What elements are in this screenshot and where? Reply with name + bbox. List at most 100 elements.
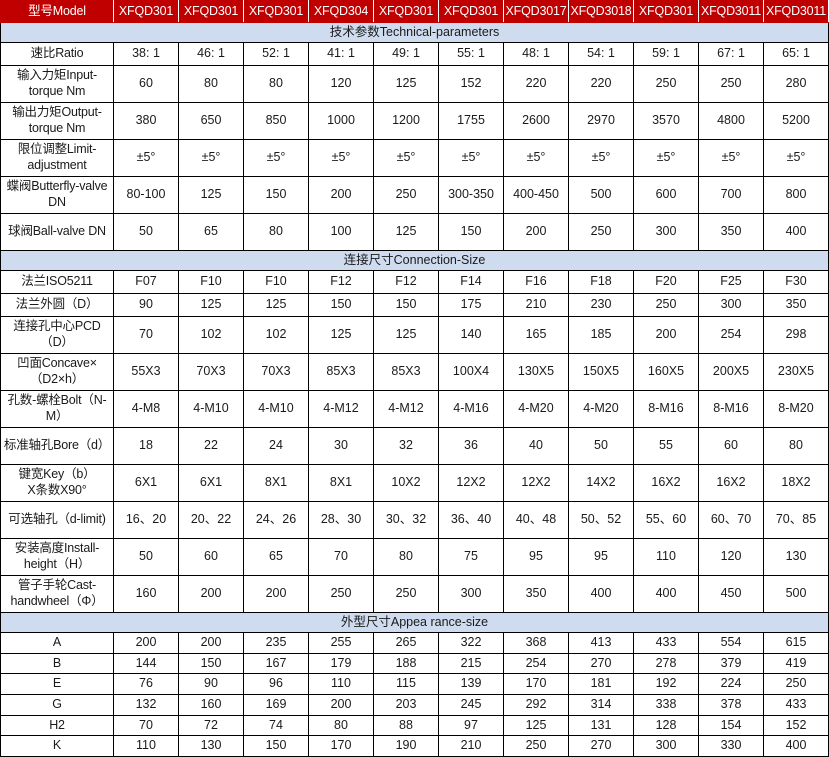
data-cell: 250 [373,176,439,214]
data-cell: 110 [633,538,699,576]
data-cell: 125 [373,65,439,103]
data-cell: 235 [243,632,309,654]
data-cell: 433 [633,632,699,654]
data-cell: 18X2 [763,464,829,502]
data-cell: 224 [698,673,764,695]
data-cell: 400 [763,735,829,757]
data-cell: 90 [113,293,179,317]
model-header-cell: XFQD301 [438,0,504,23]
data-cell: 4-M12 [373,390,439,428]
data-cell: 55: 1 [438,42,504,66]
data-cell: 554 [698,632,764,654]
data-cell: 4-M10 [243,390,309,428]
data-cell: 144 [113,652,179,675]
data-cell: 300 [698,293,764,317]
data-cell: 322 [438,632,504,654]
data-cell: 8-M20 [763,390,829,428]
data-cell: 132 [113,693,179,716]
data-cell: 125 [178,293,244,317]
row-label-cell: 孔数-螺栓Bolt（N-M） [0,390,114,428]
data-cell: F18 [568,270,634,294]
section-banner-label: 连接尺寸Connection-Size [0,250,829,271]
data-cell: 160 [178,693,244,716]
data-cell: 80 [308,714,374,737]
data-cell: 50 [568,427,634,465]
data-cell: 200 [113,632,179,654]
row-label-cell: 限位调整Limit-adjustment [0,139,114,177]
data-cell: 28、30 [308,501,374,539]
data-cell: 250 [308,575,374,613]
row-label-cell: 蝶阀Butterfly-valve DN [0,176,114,214]
table-row: 球阀Ball-valve DN 50 65 80 100 125 150 200 250 300 3… [0,213,829,251]
table-row: 安装高度Install-height（H） 50 60 65 70 80 75 95 95 110… [0,538,829,576]
model-header-cell: XFQD301 [243,0,309,23]
data-cell: 60 [113,65,179,103]
data-cell: 67: 1 [698,42,764,66]
data-cell: 200 [503,213,569,251]
data-cell: 130 [178,735,244,757]
data-cell: 1755 [438,102,504,140]
data-cell: 350 [763,293,829,317]
table-row: 法兰ISO5211 F07 F10 F10 F12 F12 F14 F16 F18 F20 F25 F… [0,270,829,294]
data-cell: 380 [113,102,179,140]
data-cell: 49: 1 [373,42,439,66]
data-cell: 16X2 [698,464,764,502]
data-cell: 600 [633,176,699,214]
data-cell: 350 [698,213,764,251]
table-row: 蝶阀Butterfly-valve DN 80-100 125 150 200 250 30… [0,176,829,214]
data-cell: F12 [373,270,439,294]
data-cell: 419 [763,652,829,675]
data-cell: 125 [373,316,439,354]
data-cell: 115 [373,673,439,695]
data-cell: 85X3 [308,353,374,391]
table-row: 凹面Concave×（D2×h） 55X3 70X3 70X3 85X3 85X3 100X… [0,353,829,391]
data-cell: 95 [568,538,634,576]
table-row: 速比Ratio 38: 1 46: 1 52: 1 41: 1 49: 1 55: 1 48:… [0,42,829,66]
data-cell: 190 [373,735,439,757]
data-cell: 4800 [698,102,764,140]
data-cell: 500 [568,176,634,214]
model-header-cell: XFQD301 [633,0,699,23]
data-cell: 65: 1 [763,42,829,66]
data-cell: 250 [698,65,764,103]
data-cell: 65 [243,538,309,576]
section-banner-row: 外型尺寸Appea rance-size [0,612,829,633]
data-cell: 120 [698,538,764,576]
data-cell: 265 [373,632,439,654]
data-cell: 60 [698,427,764,465]
data-cell: 850 [243,102,309,140]
section-banner-label: 技术参数Technical-parameters [0,22,829,43]
data-cell: 102 [243,316,309,354]
data-cell: 41: 1 [308,42,374,66]
data-cell: 32 [373,427,439,465]
row-label-cell: E [0,673,114,695]
data-cell: 65 [178,213,244,251]
data-cell: 400 [633,575,699,613]
data-cell: 75 [438,538,504,576]
table-row: 管子手轮Cast-handwheel（Φ） 160 200 200 250 250 300 3… [0,575,829,613]
data-cell: 450 [698,575,764,613]
table-row: G 132 160 169 200 203 245 292 314 338 378 433 [0,693,829,716]
data-cell: 160 [113,575,179,613]
model-header-label: 型号Model [0,0,114,23]
row-label-cell: 输出力矩Output-torque Nm [0,102,114,140]
data-cell: 8-M16 [698,390,764,428]
data-cell: 130X5 [503,353,569,391]
data-cell: 150X5 [568,353,634,391]
data-cell: 203 [373,693,439,716]
row-label-cell: G [0,693,114,716]
row-label-cell: 标准轴孔Bore（d） [0,427,114,465]
data-cell: 152 [438,65,504,103]
data-cell: ±5° [698,139,764,177]
data-cell: ±5° [633,139,699,177]
data-cell: 413 [568,632,634,654]
data-cell: 500 [763,575,829,613]
data-cell: 120 [308,65,374,103]
section-banner-label: 外型尺寸Appea rance-size [0,612,829,633]
data-cell: 36 [438,427,504,465]
table-row: A 200 200 235 255 265 322 368 413 433 554 615 [0,632,829,654]
data-cell: 90 [178,673,244,695]
data-cell: 5200 [763,102,829,140]
data-cell: 70 [308,538,374,576]
